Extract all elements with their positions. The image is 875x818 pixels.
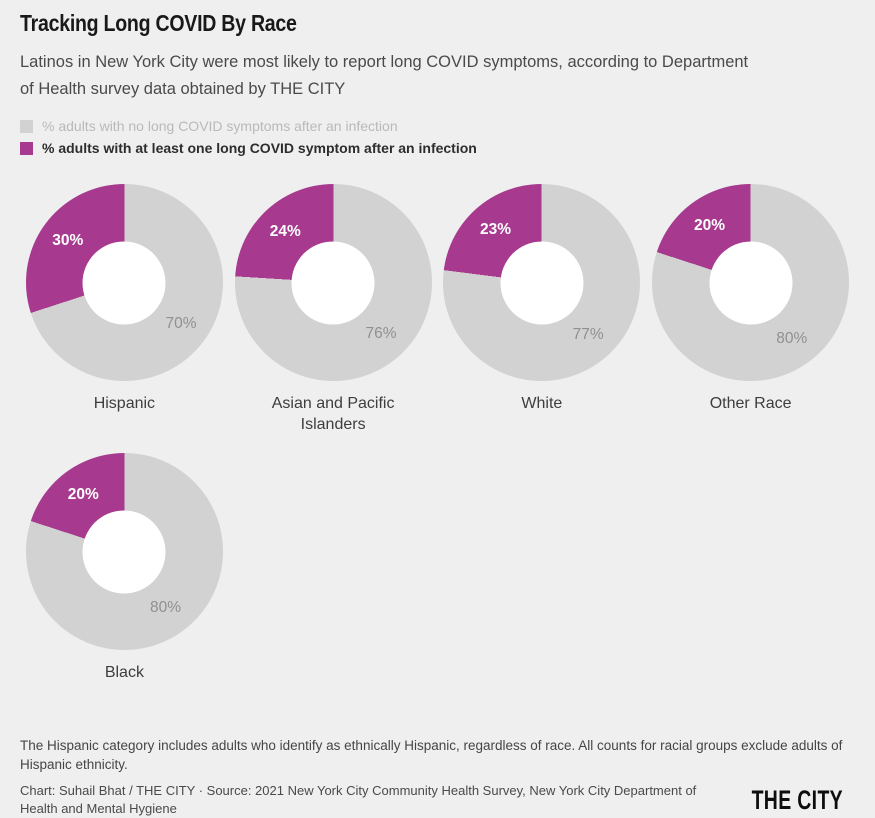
chart-footer: Chart: Suhail Bhat / THE CITY · Source: …: [20, 782, 855, 818]
category-label: Asian and Pacific Islanders: [271, 395, 395, 433]
donut-chart[interactable]: 20% 80%: [652, 184, 850, 381]
donut-cell: 20% 80% Other Race: [646, 184, 855, 437]
chart-credit: Chart: Suhail Bhat / THE CITY · Source: …: [20, 783, 697, 816]
no-symptom-percent-label: 76%: [365, 324, 397, 342]
donut-cell: 20% 80% Black: [20, 453, 229, 706]
the-city-logo[interactable]: THE CITY: [751, 785, 843, 815]
donut-cell: 23% 77% White: [438, 184, 647, 437]
symptom-percent-label: 20%: [694, 216, 726, 234]
legend-label-symptom: % adults with at least one long COVID sy…: [42, 140, 477, 156]
donut-hole: [82, 241, 166, 324]
no-symptom-percent-label: 70%: [165, 314, 197, 332]
symptom-percent-label: 20%: [67, 485, 99, 503]
page-title: Tracking Long COVID By Race: [20, 10, 855, 37]
no-symptom-percent-label: 77%: [572, 326, 604, 343]
donut-hole: [291, 241, 375, 324]
donut-hole: [500, 241, 584, 324]
symptom-percent-label: 30%: [52, 232, 84, 250]
donut-chart[interactable]: 24% 76%: [234, 184, 432, 381]
category-label: White: [521, 395, 563, 412]
category-label: Other Race: [709, 395, 792, 412]
legend-swatch-magenta-icon: [20, 142, 33, 155]
donut-cell: 24% 76% Asian and Pacific Islanders: [229, 184, 438, 437]
legend-item-symptom: % adults with at least one long COVID sy…: [20, 141, 855, 156]
chart-subtitle: Latinos in New York City were most likel…: [20, 53, 749, 98]
symptom-percent-label: 24%: [269, 222, 301, 240]
donut-hole: [709, 241, 793, 324]
donut-cell: 30% 70% Hispanic: [20, 184, 229, 437]
category-label: Black: [104, 664, 144, 681]
donut-chart-grid: 30% 70% Hispanic 24% 76% Asian and Pacif…: [20, 184, 855, 706]
legend-item-no-symptoms: % adults with no long COVID symptoms aft…: [20, 119, 855, 134]
chart-note: The Hispanic category includes adults wh…: [20, 738, 843, 772]
no-symptom-percent-label: 80%: [149, 599, 181, 617]
page-title-text: Tracking Long COVID By Race: [20, 10, 297, 36]
donut-hole: [82, 510, 166, 593]
chart-legend: % adults with no long COVID symptoms aft…: [20, 119, 855, 156]
no-symptom-percent-label: 80%: [776, 330, 808, 348]
donut-chart[interactable]: 20% 80%: [25, 453, 223, 650]
legend-label-no-symptoms: % adults with no long COVID symptoms aft…: [42, 118, 398, 134]
legend-swatch-gray-icon: [20, 120, 33, 133]
donut-chart[interactable]: 23% 77%: [443, 184, 641, 381]
category-label: Hispanic: [93, 395, 156, 412]
donut-chart[interactable]: 30% 70%: [25, 184, 223, 381]
symptom-percent-label: 23%: [480, 221, 512, 238]
